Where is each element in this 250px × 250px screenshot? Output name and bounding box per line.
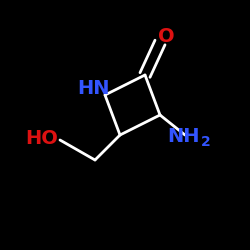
Text: HO: HO — [25, 129, 58, 148]
Text: O: O — [158, 27, 174, 46]
Text: HN: HN — [78, 79, 110, 98]
Text: NH: NH — [168, 127, 200, 146]
Text: 2: 2 — [202, 135, 211, 149]
